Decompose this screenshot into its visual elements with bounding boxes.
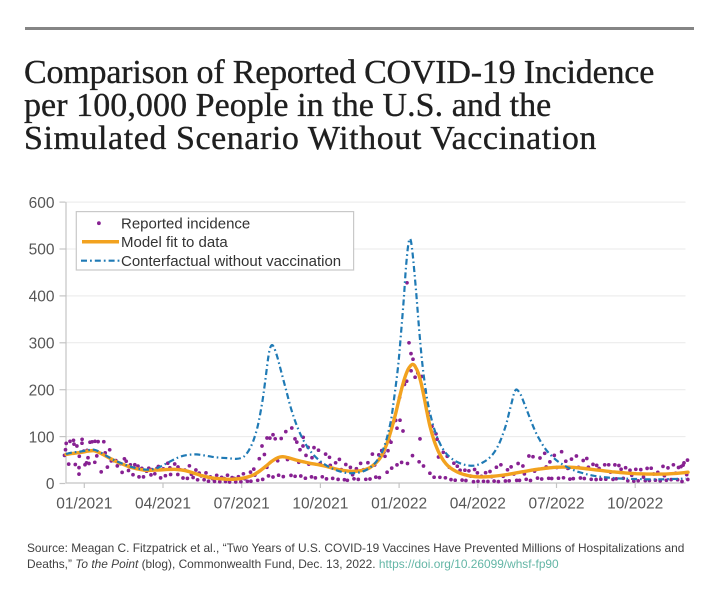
svg-text:500: 500 <box>29 242 55 259</box>
svg-text:10/2021: 10/2021 <box>292 496 348 513</box>
svg-text:Model fit to data: Model fit to data <box>121 234 228 251</box>
svg-text:10/2022: 10/2022 <box>607 496 663 513</box>
svg-text:Reported incidence: Reported incidence <box>121 216 250 233</box>
svg-text:300: 300 <box>29 336 55 353</box>
svg-text:01/2022: 01/2022 <box>371 496 427 513</box>
svg-text:Conterfactual without vaccinat: Conterfactual without vaccination <box>121 253 341 270</box>
svg-text:600: 600 <box>29 195 55 212</box>
svg-text:400: 400 <box>29 289 55 306</box>
svg-text:04/2021: 04/2021 <box>135 496 191 513</box>
svg-text:07/2022: 07/2022 <box>528 496 584 513</box>
svg-text:04/2022: 04/2022 <box>450 496 506 513</box>
svg-text:0: 0 <box>46 476 55 493</box>
svg-text:100: 100 <box>29 429 55 446</box>
svg-text:07/2021: 07/2021 <box>214 496 270 513</box>
svg-text:01/2021: 01/2021 <box>56 496 112 513</box>
svg-text:200: 200 <box>29 382 55 399</box>
